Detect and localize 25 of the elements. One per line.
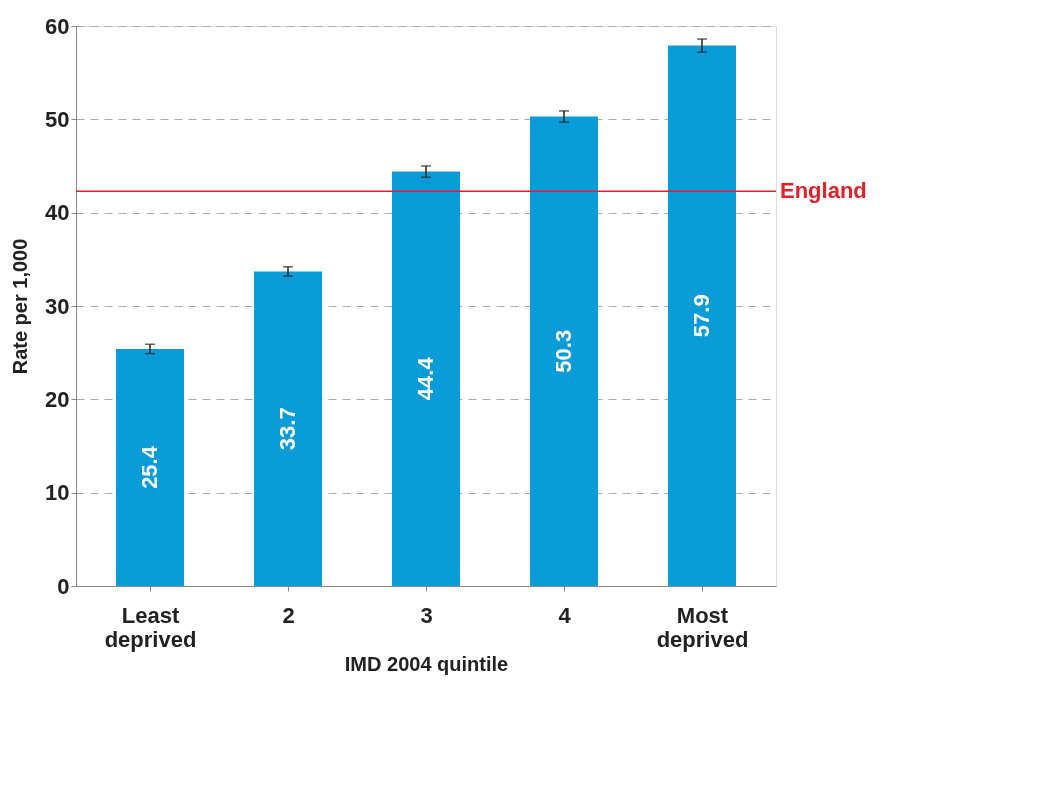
data-label: 44.4 xyxy=(413,356,438,401)
bar xyxy=(116,348,184,586)
x-tick-label: Most deprived xyxy=(656,602,749,652)
x-tick-label: Least deprived xyxy=(104,602,197,652)
y-axis-title: Rate per 1,000 xyxy=(9,238,32,375)
y-tick-label: 50 xyxy=(45,106,70,132)
data-label: 50.3 xyxy=(551,329,576,373)
x-axis-title: IMD 2004 quintile xyxy=(344,652,509,675)
data-label: 33.7 xyxy=(275,407,300,451)
x-tick-label: 3 xyxy=(420,602,433,628)
x-tick-label: 4 xyxy=(558,602,572,628)
bar xyxy=(668,45,736,586)
y-tick-label: 60 xyxy=(45,13,70,39)
bar xyxy=(392,171,460,586)
data-label: 57.9 xyxy=(689,294,714,338)
x-tick-label: 2 xyxy=(282,602,295,628)
data-label: 25.4 xyxy=(137,445,162,489)
y-tick-label: 10 xyxy=(45,480,70,506)
bar xyxy=(530,116,598,586)
y-tick-label: 30 xyxy=(45,293,70,319)
y-tick-label: 20 xyxy=(45,386,70,412)
y-tick-label: 0 xyxy=(57,573,70,599)
y-tick-label: 40 xyxy=(45,200,70,226)
bar xyxy=(254,271,322,586)
ref-line-label: England xyxy=(780,178,867,204)
